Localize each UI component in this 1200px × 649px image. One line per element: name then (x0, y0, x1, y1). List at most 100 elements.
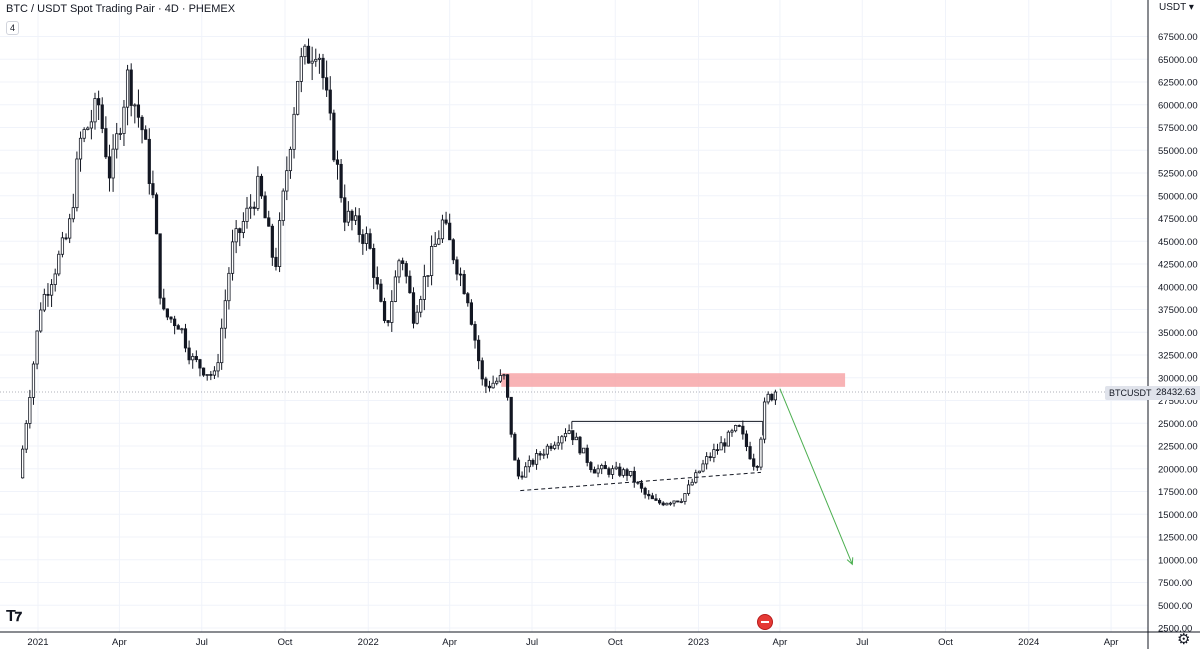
drawings[interactable] (520, 388, 854, 566)
candle[interactable] (607, 466, 611, 478)
candle[interactable] (766, 391, 770, 405)
candle[interactable] (346, 201, 350, 227)
candle[interactable] (437, 230, 441, 246)
candle[interactable] (140, 115, 144, 144)
candle[interactable] (679, 498, 683, 504)
candle[interactable] (498, 369, 502, 384)
candle[interactable] (238, 227, 242, 247)
candle[interactable] (60, 231, 65, 258)
candle[interactable] (571, 430, 575, 446)
candle[interactable] (509, 396, 513, 438)
candle[interactable] (173, 315, 177, 335)
candle[interactable] (755, 465, 759, 471)
candle[interactable] (466, 291, 470, 307)
candle[interactable] (647, 490, 651, 500)
candle[interactable] (241, 212, 245, 239)
candle[interactable] (71, 193, 75, 223)
candle[interactable] (147, 128, 151, 195)
candle[interactable] (332, 109, 336, 163)
candle[interactable] (223, 289, 227, 339)
candle[interactable] (730, 428, 734, 437)
candle[interactable] (281, 188, 285, 226)
candle[interactable] (737, 424, 741, 428)
candle[interactable] (31, 361, 36, 405)
candle[interactable] (773, 389, 778, 405)
candle[interactable] (165, 308, 169, 321)
candle[interactable] (759, 436, 763, 471)
indicator-count-badge[interactable]: 4 (6, 21, 20, 35)
candle[interactable] (668, 501, 673, 506)
candle[interactable] (726, 430, 730, 447)
candle[interactable] (574, 432, 578, 441)
candle[interactable] (386, 319, 390, 327)
candle[interactable] (82, 127, 86, 143)
candle[interactable] (484, 376, 488, 394)
candle[interactable] (136, 89, 141, 128)
candle[interactable] (748, 441, 752, 460)
candle[interactable] (654, 493, 658, 501)
candle[interactable] (227, 267, 231, 310)
candle[interactable] (375, 266, 379, 290)
candle[interactable] (411, 287, 416, 329)
candle[interactable] (415, 305, 419, 325)
candle[interactable] (288, 146, 293, 179)
candle[interactable] (534, 449, 539, 470)
candle[interactable] (752, 453, 756, 471)
candle[interactable] (212, 366, 217, 379)
candle[interactable] (75, 151, 79, 212)
candle[interactable] (93, 92, 97, 130)
candle[interactable] (408, 270, 412, 294)
candle[interactable] (118, 127, 122, 140)
candle[interactable] (657, 498, 662, 505)
candle[interactable] (303, 44, 307, 65)
candle[interactable] (325, 60, 329, 97)
candle[interactable] (129, 63, 133, 117)
candle[interactable] (314, 48, 318, 67)
candle[interactable] (556, 436, 560, 450)
candle[interactable] (115, 122, 119, 159)
candle[interactable] (734, 424, 738, 433)
candle[interactable] (495, 377, 499, 386)
candle[interactable] (144, 125, 148, 140)
candle[interactable] (690, 478, 694, 486)
candle[interactable] (64, 233, 68, 241)
candle[interactable] (382, 297, 387, 324)
candle[interactable] (245, 196, 249, 229)
candle[interactable] (379, 279, 383, 303)
candle[interactable] (107, 144, 112, 192)
candle[interactable] (422, 264, 426, 311)
candle[interactable] (368, 228, 372, 250)
candle[interactable] (429, 235, 434, 286)
candle[interactable] (650, 492, 654, 500)
candle[interactable] (53, 268, 57, 292)
candle[interactable] (516, 457, 521, 480)
candle[interactable] (154, 192, 159, 235)
candle[interactable] (672, 500, 676, 507)
candle[interactable] (328, 76, 332, 121)
candle[interactable] (458, 267, 463, 287)
candle[interactable] (404, 260, 408, 284)
candle[interactable] (162, 288, 166, 311)
candle[interactable] (451, 238, 455, 265)
candle[interactable] (201, 367, 206, 377)
candle[interactable] (686, 479, 691, 496)
candle[interactable] (78, 131, 83, 172)
candle[interactable] (440, 214, 445, 243)
candle[interactable] (639, 479, 644, 493)
candle[interactable] (133, 103, 137, 124)
candle[interactable] (712, 443, 716, 463)
candle[interactable] (372, 243, 376, 290)
candle[interactable] (57, 250, 61, 277)
candle[interactable] (28, 389, 32, 429)
candle[interactable] (708, 452, 712, 462)
support-dashed-line[interactable] (520, 471, 761, 492)
candle[interactable] (122, 100, 126, 146)
candle[interactable] (563, 428, 568, 442)
candle[interactable] (676, 500, 680, 503)
candle[interactable] (285, 156, 289, 201)
candle[interactable] (419, 295, 423, 318)
candle[interactable] (697, 470, 702, 474)
candle[interactable] (357, 208, 361, 243)
candle[interactable] (216, 353, 220, 378)
